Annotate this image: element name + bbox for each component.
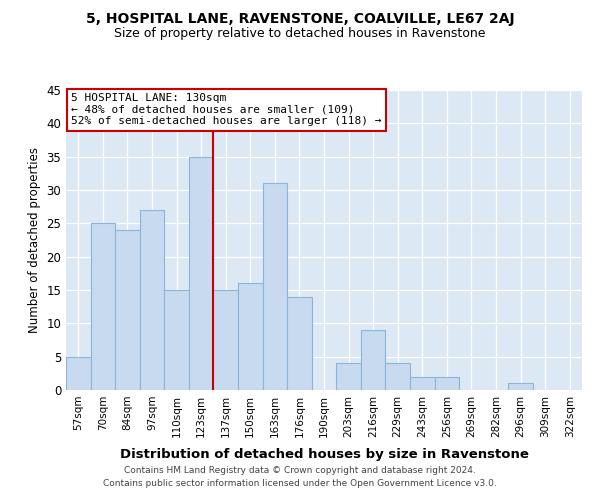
Text: 5 HOSPITAL LANE: 130sqm
← 48% of detached houses are smaller (109)
52% of semi-d: 5 HOSPITAL LANE: 130sqm ← 48% of detache…	[71, 93, 382, 126]
Text: Size of property relative to detached houses in Ravenstone: Size of property relative to detached ho…	[114, 28, 486, 40]
Bar	[189, 156, 214, 390]
Bar	[385, 364, 410, 390]
Bar	[214, 290, 238, 390]
Bar	[91, 224, 115, 390]
Bar	[140, 210, 164, 390]
Bar	[410, 376, 434, 390]
Bar	[263, 184, 287, 390]
Bar	[336, 364, 361, 390]
Bar	[434, 376, 459, 390]
Text: 5, HOSPITAL LANE, RAVENSTONE, COALVILLE, LE67 2AJ: 5, HOSPITAL LANE, RAVENSTONE, COALVILLE,…	[86, 12, 514, 26]
Bar	[361, 330, 385, 390]
Text: Contains HM Land Registry data © Crown copyright and database right 2024.
Contai: Contains HM Land Registry data © Crown c…	[103, 466, 497, 487]
Bar	[66, 356, 91, 390]
Bar	[508, 384, 533, 390]
Y-axis label: Number of detached properties: Number of detached properties	[28, 147, 41, 333]
X-axis label: Distribution of detached houses by size in Ravenstone: Distribution of detached houses by size …	[119, 448, 529, 461]
Bar	[164, 290, 189, 390]
Bar	[238, 284, 263, 390]
Bar	[287, 296, 312, 390]
Bar	[115, 230, 140, 390]
